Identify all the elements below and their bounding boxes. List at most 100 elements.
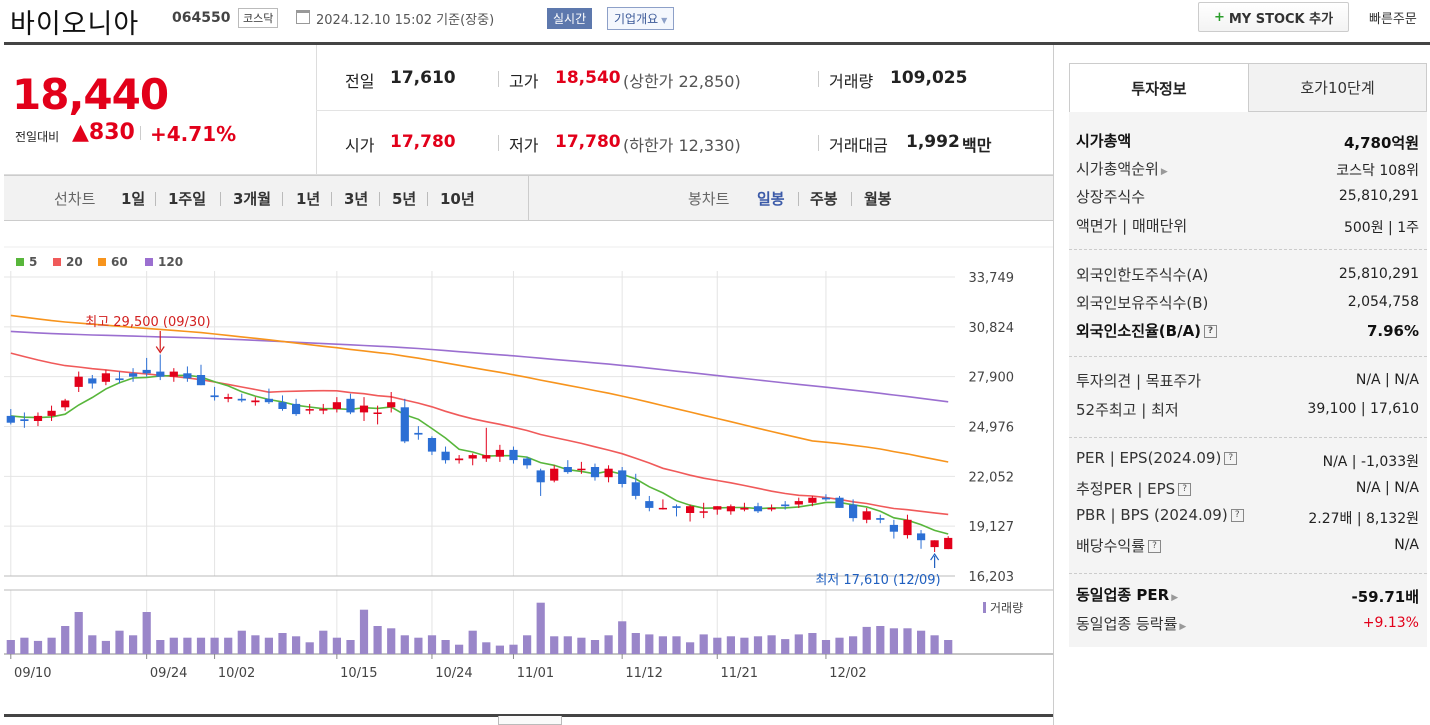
change-label: 전일대비 (15, 130, 60, 144)
info-label-text: 추정PER | EPS (1076, 480, 1176, 498)
candle-body (849, 504, 858, 519)
expand-handle[interactable] (498, 716, 562, 725)
tab-1day[interactable]: 1일 (121, 190, 146, 208)
volume-bar (61, 626, 70, 654)
volume-bar (849, 636, 858, 654)
help-icon[interactable]: ? (1224, 452, 1238, 465)
candle-body (332, 402, 341, 409)
candle-body (699, 511, 708, 513)
candle-body (210, 395, 219, 398)
divider (4, 714, 1053, 717)
info-label-text: 동일업종 등락률 (1076, 615, 1178, 633)
candle-body (577, 468, 586, 471)
tab-3year[interactable]: 3년 (344, 190, 369, 208)
candle-body (658, 507, 667, 510)
volume-bar (455, 644, 464, 654)
info-label-text: 52주최고 | 최저 (1076, 401, 1179, 419)
tab-1year[interactable]: 1년 (296, 190, 321, 208)
x-tick-label: 12/02 (829, 666, 866, 681)
tab-5year[interactable]: 5년 (392, 190, 417, 208)
info-value: +9.13% (1362, 615, 1419, 631)
volume-bar (686, 642, 695, 654)
info-label-text: 시가총액순위 (1076, 160, 1159, 178)
volume-bar (20, 637, 29, 654)
candle-body (903, 519, 912, 536)
volume-bar (658, 636, 667, 654)
legend-swatch (983, 602, 986, 613)
ma5-line (10, 374, 949, 535)
candle-body (944, 537, 953, 550)
volume-bar (862, 626, 871, 654)
candle-body (808, 497, 817, 503)
tab-3month[interactable]: 3개월 (233, 190, 272, 208)
info-value: 7.96% (1366, 322, 1419, 340)
info-label: 상장주식수 (1076, 186, 1145, 207)
tab-10year[interactable]: 10년 (440, 190, 475, 208)
candle-body (88, 378, 97, 384)
price-chart[interactable]: 33,749 30,824 27,900 24,976 22,052 19,127 16,2… (0, 0, 1053, 712)
volume-bar (835, 637, 844, 654)
chevron-right-icon[interactable]: ▶ (1160, 167, 1168, 177)
help-icon[interactable]: ? (1178, 483, 1192, 496)
realtime-badge[interactable]: 실시간 (547, 8, 593, 29)
divider (498, 135, 499, 151)
candle-body (468, 455, 477, 459)
info-label: 외국인소진율(B/A)? (1076, 320, 1218, 341)
info-label-text: 동일업종 PER (1076, 586, 1170, 604)
volume-bar (889, 628, 898, 654)
quick-order-link[interactable]: 빠른주문 (1369, 12, 1417, 27)
candle-body (781, 504, 790, 507)
volume-label: 거래량 (990, 601, 1023, 615)
legend-ma5: 5 (29, 255, 38, 269)
volume-bar (305, 642, 314, 654)
info-value: 2.27배 | 8,132원 (1308, 511, 1419, 527)
volume-bar (550, 636, 559, 654)
tab-invest-info[interactable]: 투자정보 (1069, 63, 1249, 113)
volume-bar (590, 640, 600, 654)
price-summary (4, 45, 1053, 175)
y-tick-label: 27,900 (969, 371, 1015, 386)
volume-bar (33, 640, 43, 654)
prev-close-label: 전일 (345, 72, 375, 91)
volume-bar (278, 633, 287, 654)
candle-body (563, 467, 572, 473)
volume-bar (781, 639, 790, 654)
chevron-right-icon[interactable]: ▶ (1171, 593, 1179, 603)
tab-monthly[interactable]: 월봉 (864, 190, 892, 208)
info-label: 동일업종 PER ▶ (1076, 584, 1178, 605)
info-value: N/A | N/A (1355, 372, 1419, 388)
chevron-right-icon[interactable]: ▶ (1179, 622, 1187, 632)
help-icon[interactable]: ? (1148, 540, 1162, 553)
candle-body (482, 455, 491, 459)
help-icon[interactable]: ? (1230, 509, 1244, 522)
info-label-text: 외국인보유주식수(B) (1076, 294, 1209, 312)
tab-1week[interactable]: 1주일 (168, 190, 207, 208)
volume-bar (359, 609, 369, 654)
candle-body (292, 403, 301, 415)
volume-bar (740, 637, 749, 654)
candle-body (33, 415, 43, 421)
volume-bar (944, 640, 953, 654)
volume-bar (441, 640, 450, 654)
min-arrow-head (930, 552, 940, 561)
candle-body (794, 501, 803, 505)
help-icon[interactable]: ? (1204, 325, 1218, 338)
plus-icon: + (1213, 9, 1225, 25)
info-label: 외국인한도주식수(A) (1076, 264, 1208, 285)
volume-bar (672, 636, 681, 654)
candle-body (726, 506, 735, 512)
volume-bar (495, 645, 504, 654)
volume-bar (6, 640, 15, 654)
add-mystock-button[interactable]: + MY STOCK 추가 (1198, 2, 1349, 32)
volume-bar (699, 634, 708, 654)
tab-weekly[interactable]: 주봉 (810, 190, 838, 208)
candle-body (862, 511, 871, 520)
candle-body (251, 400, 260, 403)
candle-body (224, 397, 233, 399)
tab-daily[interactable]: 일봉 (757, 190, 785, 208)
info-value: 39,100 | 17,610 (1307, 401, 1419, 417)
candle-body (196, 375, 206, 386)
tab-order-book[interactable]: 호가10단계 (1248, 63, 1427, 112)
company-info-dropdown[interactable]: 기업개요 ▼ (607, 7, 675, 30)
